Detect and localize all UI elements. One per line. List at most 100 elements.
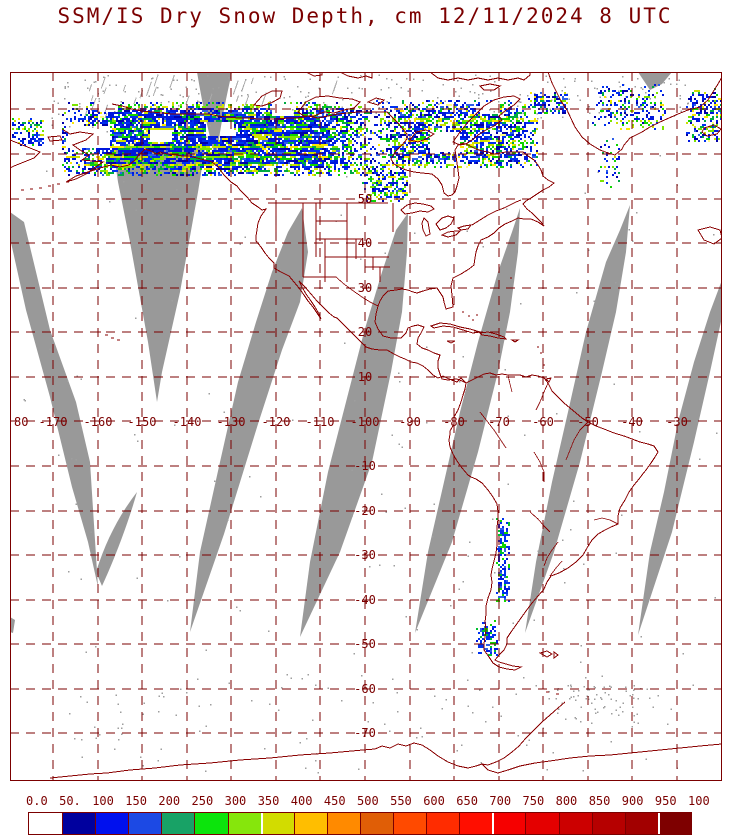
colorbar-label: 200	[158, 794, 181, 808]
colorbar-cell	[558, 813, 592, 834]
great-lakes	[400, 199, 522, 238]
latlon-gridlines	[10, 72, 722, 781]
south-america-borders	[479, 374, 619, 577]
colorbar-cell	[128, 813, 162, 834]
longitude-label: -70	[488, 415, 510, 429]
small-island-marks	[21, 181, 559, 695]
colorbar-cell	[95, 813, 129, 834]
latitude-label: -20	[354, 504, 376, 518]
gap-swath-icon	[10, 617, 15, 633]
latitude-label: 40	[358, 236, 372, 250]
longitude-label: -50	[577, 415, 599, 429]
colorbar-label: 550	[390, 794, 412, 808]
longitude-label: 80	[14, 415, 28, 429]
colorbar-cell	[624, 813, 658, 834]
coastline-chukotka	[10, 135, 63, 169]
longitude-label: -80	[443, 415, 465, 429]
gap-swath-icon	[638, 72, 672, 90]
satellite-gap-swaths	[10, 72, 722, 637]
colorbar-label: 750	[522, 794, 545, 808]
colorbar-label: 950	[654, 794, 677, 808]
colorbar-label: 150	[125, 794, 147, 808]
colorbar-cell	[326, 813, 360, 834]
colorbar-label: 500	[357, 794, 379, 808]
map-border	[10, 72, 722, 781]
gap-swath-icon	[415, 208, 520, 633]
colorbar-cell	[161, 813, 195, 834]
colorbar	[28, 812, 692, 835]
coastline-north-america-pacific	[61, 128, 467, 384]
latitude-label: -30	[354, 548, 376, 562]
scan-speckles	[23, 74, 718, 774]
colorbar-label: 650	[456, 794, 478, 808]
colorbar-cell	[359, 813, 394, 834]
map-frame: 80 -170 -160 -150 -140 -130 -120 -110 -100 -90 -80…	[10, 72, 722, 781]
latitude-label: -40	[354, 593, 376, 607]
gap-swath-icon	[638, 280, 722, 635]
colorbar-label: 900	[621, 794, 644, 808]
longitude-label: -120	[262, 415, 291, 429]
coastline-north-america-atlantic	[111, 103, 555, 384]
gap-swath-icon	[96, 492, 137, 586]
snow-depth-pixels	[12, 84, 722, 656]
gap-swath-icon	[113, 142, 205, 402]
colorbar-label: 100	[688, 794, 710, 808]
colorbar-label: 100	[92, 794, 114, 808]
latitude-label: -70	[354, 726, 376, 740]
latitude-label: 20	[358, 325, 372, 339]
coastline-south-america	[448, 372, 659, 671]
colorbar-label: 700	[489, 794, 512, 808]
longitude-label: -110	[306, 415, 335, 429]
colorbar-label: 400	[290, 794, 313, 808]
longitude-label: -150	[128, 415, 157, 429]
colorbar-label: 300	[224, 794, 247, 808]
longitude-label: -90	[399, 415, 421, 429]
colorbar-scale-labels: 0.0 50. 100 150 200 250 300 350 400 450 500 550 600 6…	[0, 794, 730, 809]
colorbar-cell	[525, 813, 559, 834]
coastlines	[10, 72, 722, 779]
latitude-label: -50	[354, 637, 376, 651]
colorbar-cell	[657, 813, 691, 834]
colorbar-label: 50.	[59, 794, 81, 808]
colorbar-label: 800	[555, 794, 578, 808]
colorbar-label: 350	[257, 794, 280, 808]
gap-swath-icon	[525, 205, 630, 633]
coastline-greenland	[547, 72, 722, 245]
longitude-label: -130	[217, 415, 246, 429]
map-canvas: 80 -170 -160 -150 -140 -130 -120 -110 -100 -90 -80…	[10, 72, 722, 781]
colorbar-cell	[194, 813, 228, 834]
longitude-label: -170	[39, 415, 68, 429]
colorbar-cell	[426, 813, 460, 834]
longitude-label: -100	[351, 415, 380, 429]
colorbar-label: 600	[423, 794, 445, 808]
latitude-label: 10	[358, 370, 372, 384]
colorbar-cell	[591, 813, 625, 834]
gap-swath-icon	[300, 213, 408, 637]
latitude-label: 30	[358, 281, 372, 295]
latitude-label: -60	[354, 682, 376, 696]
gap-swath-icon	[10, 212, 98, 587]
colorbar-cell	[29, 813, 63, 834]
page-title: SSM/IS Dry Snow Depth, cm 12/11/2024 8 U…	[57, 4, 673, 28]
colorbar-cell	[260, 813, 294, 834]
colorbar-cell	[293, 813, 327, 834]
coastline-antarctica	[49, 650, 722, 779]
latitude-label: -10	[354, 459, 376, 473]
colorbar-label: 450	[323, 794, 346, 808]
colorbar-label: 0.0	[26, 794, 48, 808]
coastline-arctic-islands	[252, 72, 531, 146]
latlon-labels: 80 -170 -160 -150 -140 -130 -120 -110 -100 -90 -80…	[14, 192, 688, 740]
colorbar-cell	[227, 813, 261, 834]
colorbar-cell	[62, 813, 96, 834]
longitude-label: -160	[84, 415, 113, 429]
gap-swath-icon	[190, 208, 308, 632]
longitude-label: -30	[666, 415, 688, 429]
colorbar-cell	[393, 813, 427, 834]
longitude-label: -60	[532, 415, 554, 429]
longitude-label: -40	[621, 415, 643, 429]
colorbar-label: 250	[191, 794, 214, 808]
longitude-label: -140	[173, 415, 202, 429]
colorbar-label: 850	[588, 794, 611, 808]
latitude-label: 50	[358, 192, 372, 206]
